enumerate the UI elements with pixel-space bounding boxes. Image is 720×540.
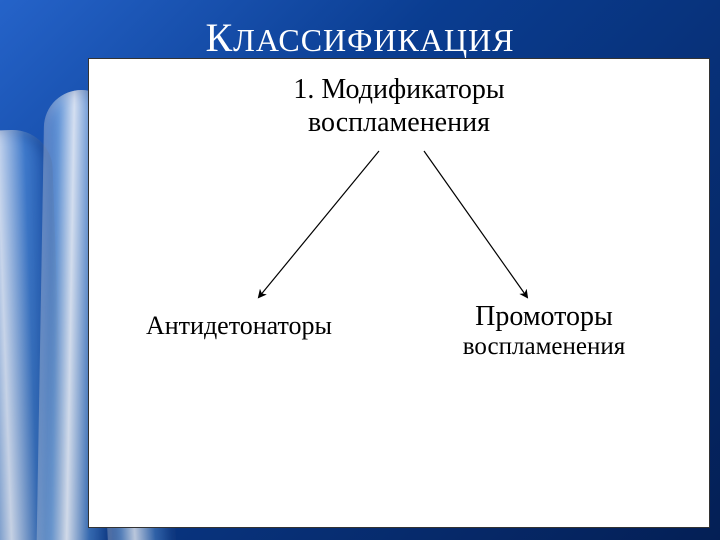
diagram-leaf-right: Промоторы воспламенения	[399, 301, 689, 361]
leaf-right-line1: Промоторы	[399, 301, 689, 333]
slide-title-cap: К	[205, 15, 233, 60]
root-line2: воспламенения	[308, 107, 490, 138]
diagram-leaf-left: Антидетонаторы	[119, 311, 359, 341]
leaf-right-line2: воспламенения	[399, 333, 689, 361]
slide-title: КЛАССИФИКАЦИЯ	[0, 14, 720, 61]
slide-title-rest: ЛАССИФИКАЦИЯ	[233, 22, 514, 58]
leaf-left-label: Антидетонаторы	[146, 311, 332, 340]
diagram-root-node: 1. Модификаторы воспламенения	[89, 73, 709, 139]
edge-to-left-leaf	[259, 151, 379, 297]
edge-to-right-leaf	[424, 151, 527, 297]
content-panel: 1. Модификаторы воспламенения Антидетона…	[88, 58, 710, 528]
root-line1: 1. Модификаторы	[293, 74, 504, 105]
